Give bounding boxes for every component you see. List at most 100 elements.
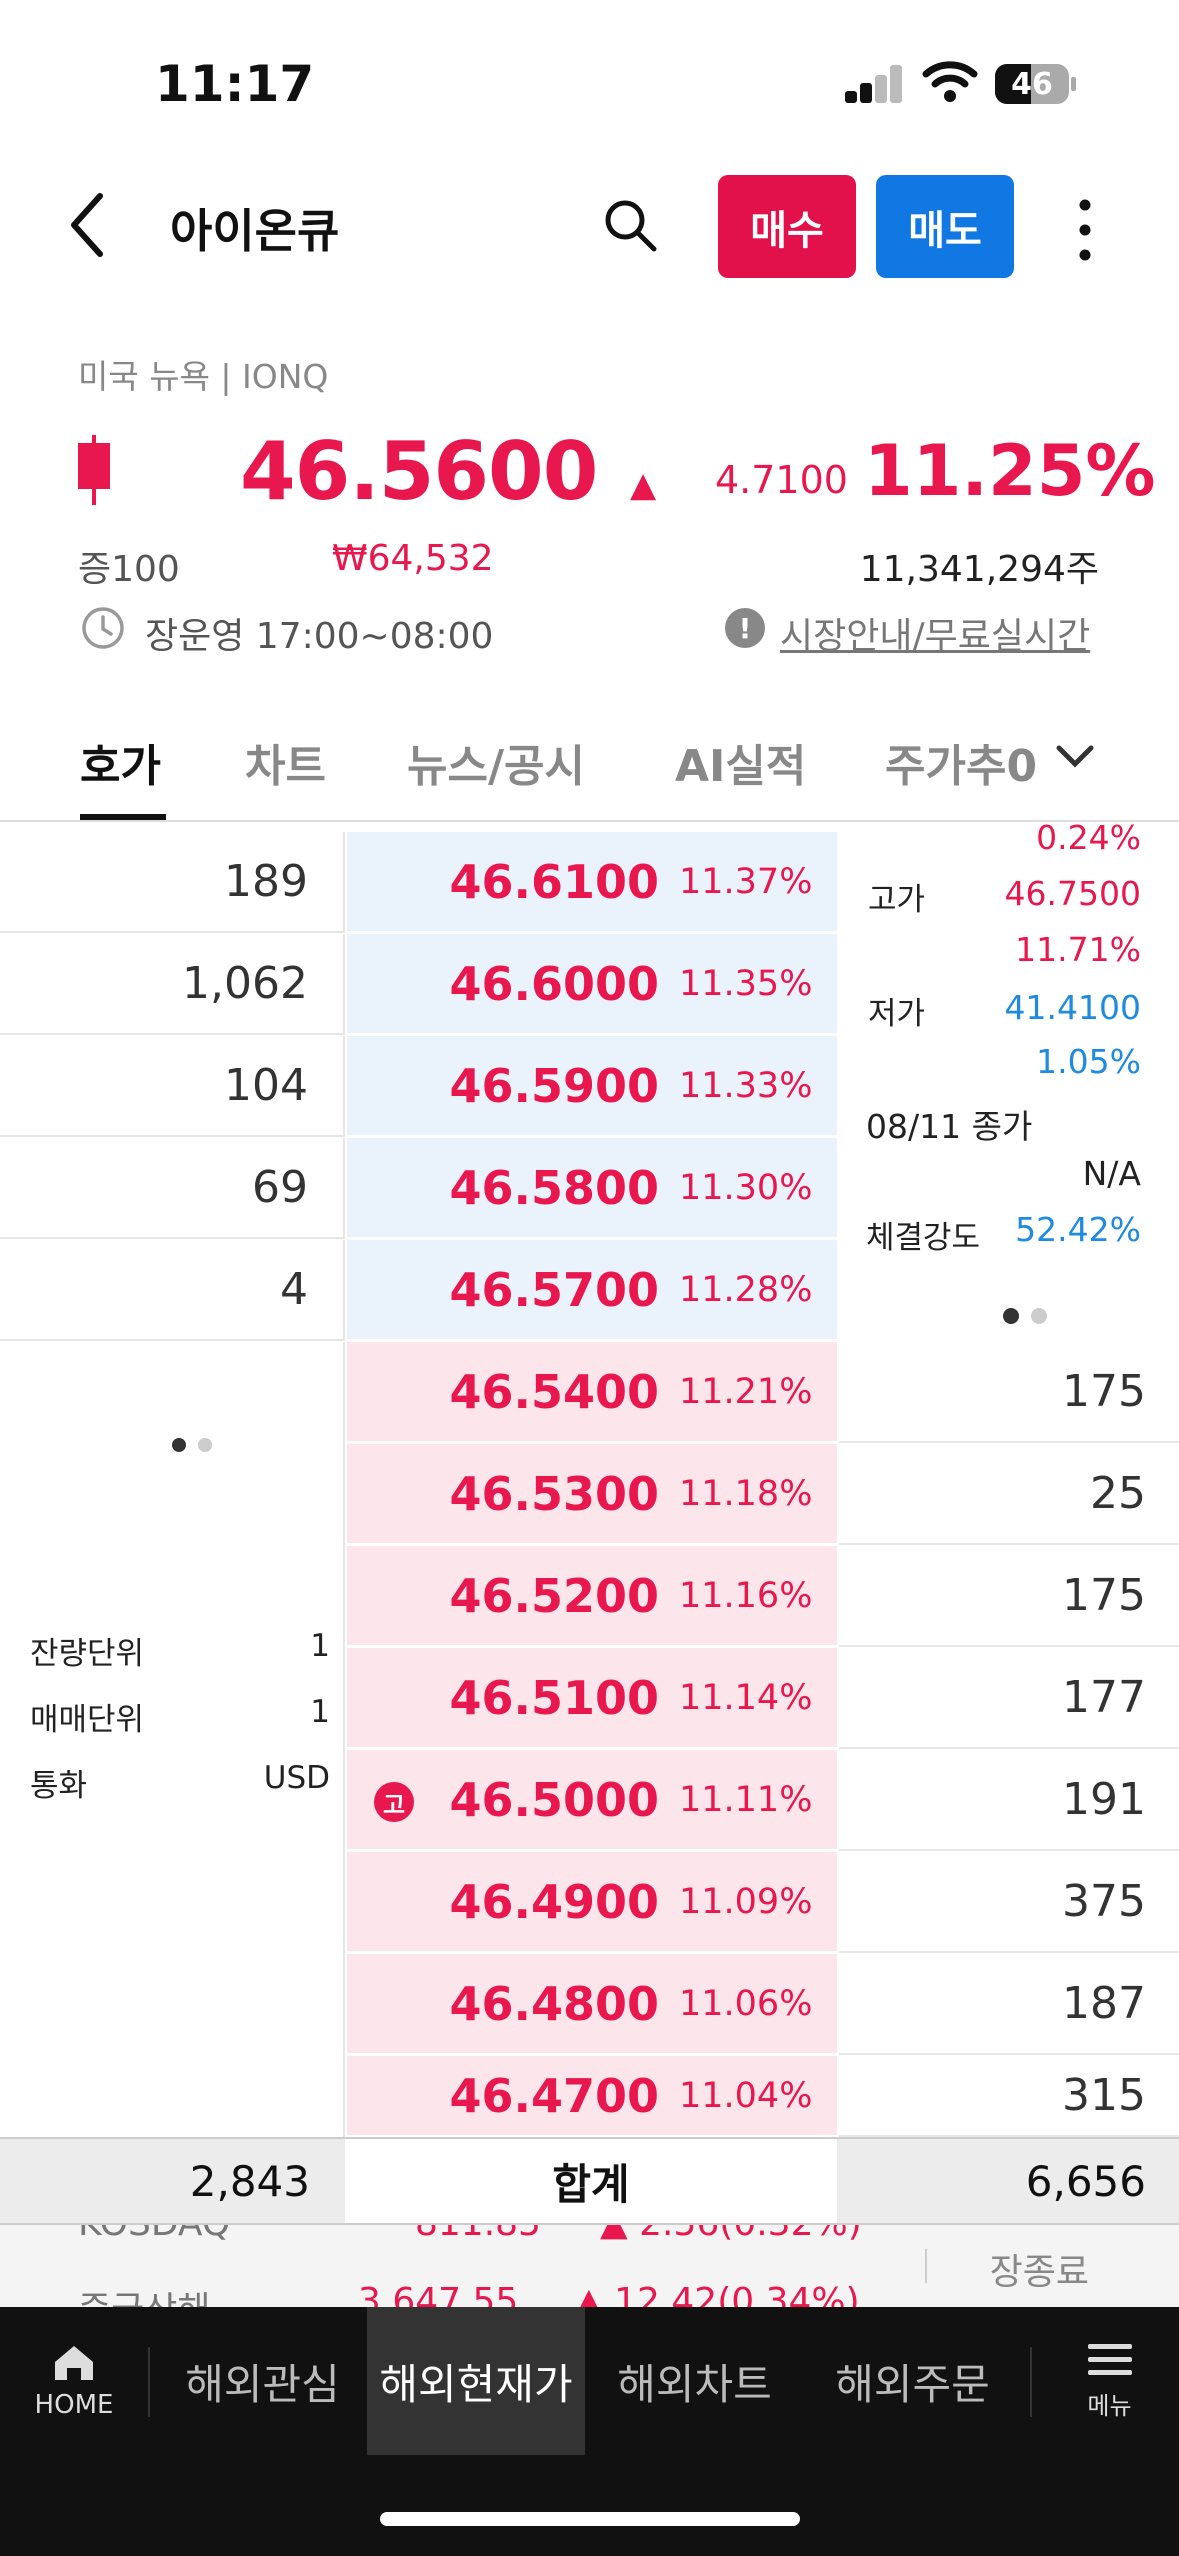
ask-price: 46.5700 xyxy=(449,1262,659,1317)
session-hours: 장운영 17:00~08:00 xyxy=(145,616,494,657)
strength-value: 52.42% xyxy=(1015,1210,1141,1249)
page-title: 아이온큐 xyxy=(170,204,340,258)
bid-qty[interactable]: 191 xyxy=(839,1750,1179,1851)
nav-overseas-quote[interactable]: 해외현재가 xyxy=(367,2307,585,2455)
bid-qty[interactable]: 25 xyxy=(839,1444,1179,1545)
bid-qty[interactable]: 175 xyxy=(839,1342,1179,1443)
bid-price-row[interactable]: 46.5400 11.21% xyxy=(347,1342,837,1443)
bid-price-row[interactable]: 46.5300 11.18% xyxy=(347,1444,837,1545)
more-options-icon[interactable] xyxy=(1065,195,1105,265)
high-price: 46.7500 xyxy=(1004,874,1141,913)
signal-icon xyxy=(845,65,903,103)
total-bid-qty: 6,656 xyxy=(837,2139,1179,2223)
info-icon[interactable]: ! xyxy=(725,608,765,648)
volume: 11,341,294주 xyxy=(859,549,1099,590)
bid-price-row[interactable]: 46.4900 11.09% xyxy=(347,1852,837,1953)
nav-overseas-order[interactable]: 해외주문 xyxy=(835,2359,990,2409)
ask-price-row[interactable]: 46.5800 11.30% xyxy=(347,1138,837,1239)
ask-price-row[interactable]: 46.5900 11.33% xyxy=(347,1036,837,1137)
up-arrow-icon: ▲ xyxy=(630,465,657,505)
bid-price-row[interactable]: 46.5200 11.16% xyxy=(347,1546,837,1647)
bid-qty[interactable]: 175 xyxy=(839,1546,1179,1647)
ask-qty[interactable]: 1,062 xyxy=(0,934,345,1035)
ask-rate: 11.37% xyxy=(679,861,813,902)
search-icon[interactable] xyxy=(600,195,660,255)
battery-icon: 46 xyxy=(995,64,1077,104)
ask-price: 46.5900 xyxy=(449,1058,659,1113)
krw-price: ₩64,532 xyxy=(332,538,494,579)
bid-rate: 11.18% xyxy=(679,1473,813,1514)
bid-rate: 11.14% xyxy=(679,1677,813,1718)
tab-chart[interactable]: 차트 xyxy=(245,741,326,792)
ticker-index-value: 3,647.55 xyxy=(358,2281,519,2307)
bid-rate: 11.06% xyxy=(679,1983,813,2024)
bid-price-row[interactable]: 고 46.5000 11.11% xyxy=(347,1750,837,1851)
nav-divider xyxy=(148,2347,150,2417)
bid-rate: 11.16% xyxy=(679,1575,813,1616)
total-label: 합계 xyxy=(347,2139,835,2223)
index-ticker[interactable]: KOSDAQ 811.85 ▲ 2.56(0.32%) 중국상해 3,647.5… xyxy=(0,2225,1179,2307)
nav-home-label: HOME xyxy=(34,2390,114,2420)
ask-price-row[interactable]: 46.5700 11.28% xyxy=(347,1240,837,1341)
bid-price: 46.4800 xyxy=(449,1976,659,2031)
ticker-index-name: KOSDAQ xyxy=(78,2225,230,2244)
nav-overseas-chart[interactable]: 해외차트 xyxy=(617,2359,772,2409)
ask-price: 46.6100 xyxy=(449,854,659,909)
ask-price: 46.6000 xyxy=(449,956,659,1011)
current-price: 46.5600 xyxy=(240,425,598,518)
tab-underline xyxy=(80,814,166,820)
bid-price: 46.5000 xyxy=(449,1772,659,1827)
battery-level: 46 xyxy=(1011,66,1053,102)
ask-qty[interactable]: 69 xyxy=(0,1138,345,1239)
total-row: 2,843 합계 6,656 xyxy=(0,2137,1179,2225)
nav-home[interactable]: HOME xyxy=(0,2307,148,2455)
market-info-link[interactable]: 시장안내/무료실시간 xyxy=(780,616,1091,657)
tab-news[interactable]: 뉴스/공시 xyxy=(407,741,585,792)
chevron-down-icon[interactable] xyxy=(1055,742,1095,776)
bid-qty[interactable]: 177 xyxy=(839,1648,1179,1749)
currency-label: 통화 xyxy=(30,1768,88,1804)
low-rate: 1.05% xyxy=(1036,1042,1141,1081)
strength-label: 체결강도 xyxy=(866,1220,981,1256)
nav-overseas-watchlist[interactable]: 해외관심 xyxy=(185,2359,340,2409)
ask-rate: 11.35% xyxy=(679,963,813,1004)
home-indicator[interactable] xyxy=(380,2512,800,2526)
bid-price-row[interactable]: 46.5100 11.14% xyxy=(347,1648,837,1749)
tab-orderbook[interactable]: 호가 xyxy=(80,741,161,792)
ask-price: 46.5800 xyxy=(449,1160,659,1215)
nav-menu[interactable]: 메뉴 xyxy=(1040,2307,1179,2455)
sell-button[interactable]: 매도 xyxy=(876,175,1014,278)
low-price: 41.4100 xyxy=(1004,988,1141,1027)
ticker-divider xyxy=(925,2249,927,2283)
remain-unit-label: 잔량단위 xyxy=(30,1636,145,1672)
unit-info-panel xyxy=(0,1342,345,2137)
menu-icon xyxy=(1087,2343,1132,2375)
ask-price-row[interactable]: 46.6100 11.37% xyxy=(347,832,837,933)
tab-price-trend[interactable]: 주가추0 xyxy=(885,741,1038,792)
buy-button[interactable]: 매수 xyxy=(718,175,856,278)
bid-qty[interactable]: 375 xyxy=(839,1852,1179,1953)
bid-qty[interactable]: 315 xyxy=(839,2056,1179,2137)
ask-qty[interactable]: 4 xyxy=(0,1240,345,1341)
ask-price-row[interactable]: 46.6000 11.35% xyxy=(347,934,837,1035)
market-close-status: 장종료 xyxy=(989,2252,1089,2293)
tab-ai-earnings[interactable]: AI실적 xyxy=(675,741,807,792)
trade-unit-label: 매매단위 xyxy=(30,1702,145,1738)
change-rate: 11.25% xyxy=(864,430,1156,512)
market-label: 미국 뉴욕 | IONQ xyxy=(78,357,329,396)
low-label: 저가 xyxy=(868,996,926,1032)
bid-rate: 11.11% xyxy=(679,1779,813,1820)
bid-rate: 11.04% xyxy=(679,2075,813,2116)
bid-price-row[interactable]: 46.4700 11.04% xyxy=(347,2056,837,2137)
back-icon[interactable] xyxy=(60,190,120,260)
bid-price: 46.4700 xyxy=(449,2068,659,2123)
ticker-index-value: 811.85 xyxy=(415,2225,541,2244)
ask-qty[interactable]: 189 xyxy=(0,832,345,933)
ask-qty[interactable]: 104 xyxy=(0,1036,345,1137)
bid-rate: 11.21% xyxy=(679,1371,813,1412)
tab-bar: 호가 차트 뉴스/공시 AI실적 주가추0 xyxy=(0,700,1179,822)
high-label: 고가 xyxy=(868,882,926,918)
page-indicator xyxy=(172,1437,212,1456)
bid-qty[interactable]: 187 xyxy=(839,1954,1179,2055)
bid-price-row[interactable]: 46.4800 11.06% xyxy=(347,1954,837,2055)
